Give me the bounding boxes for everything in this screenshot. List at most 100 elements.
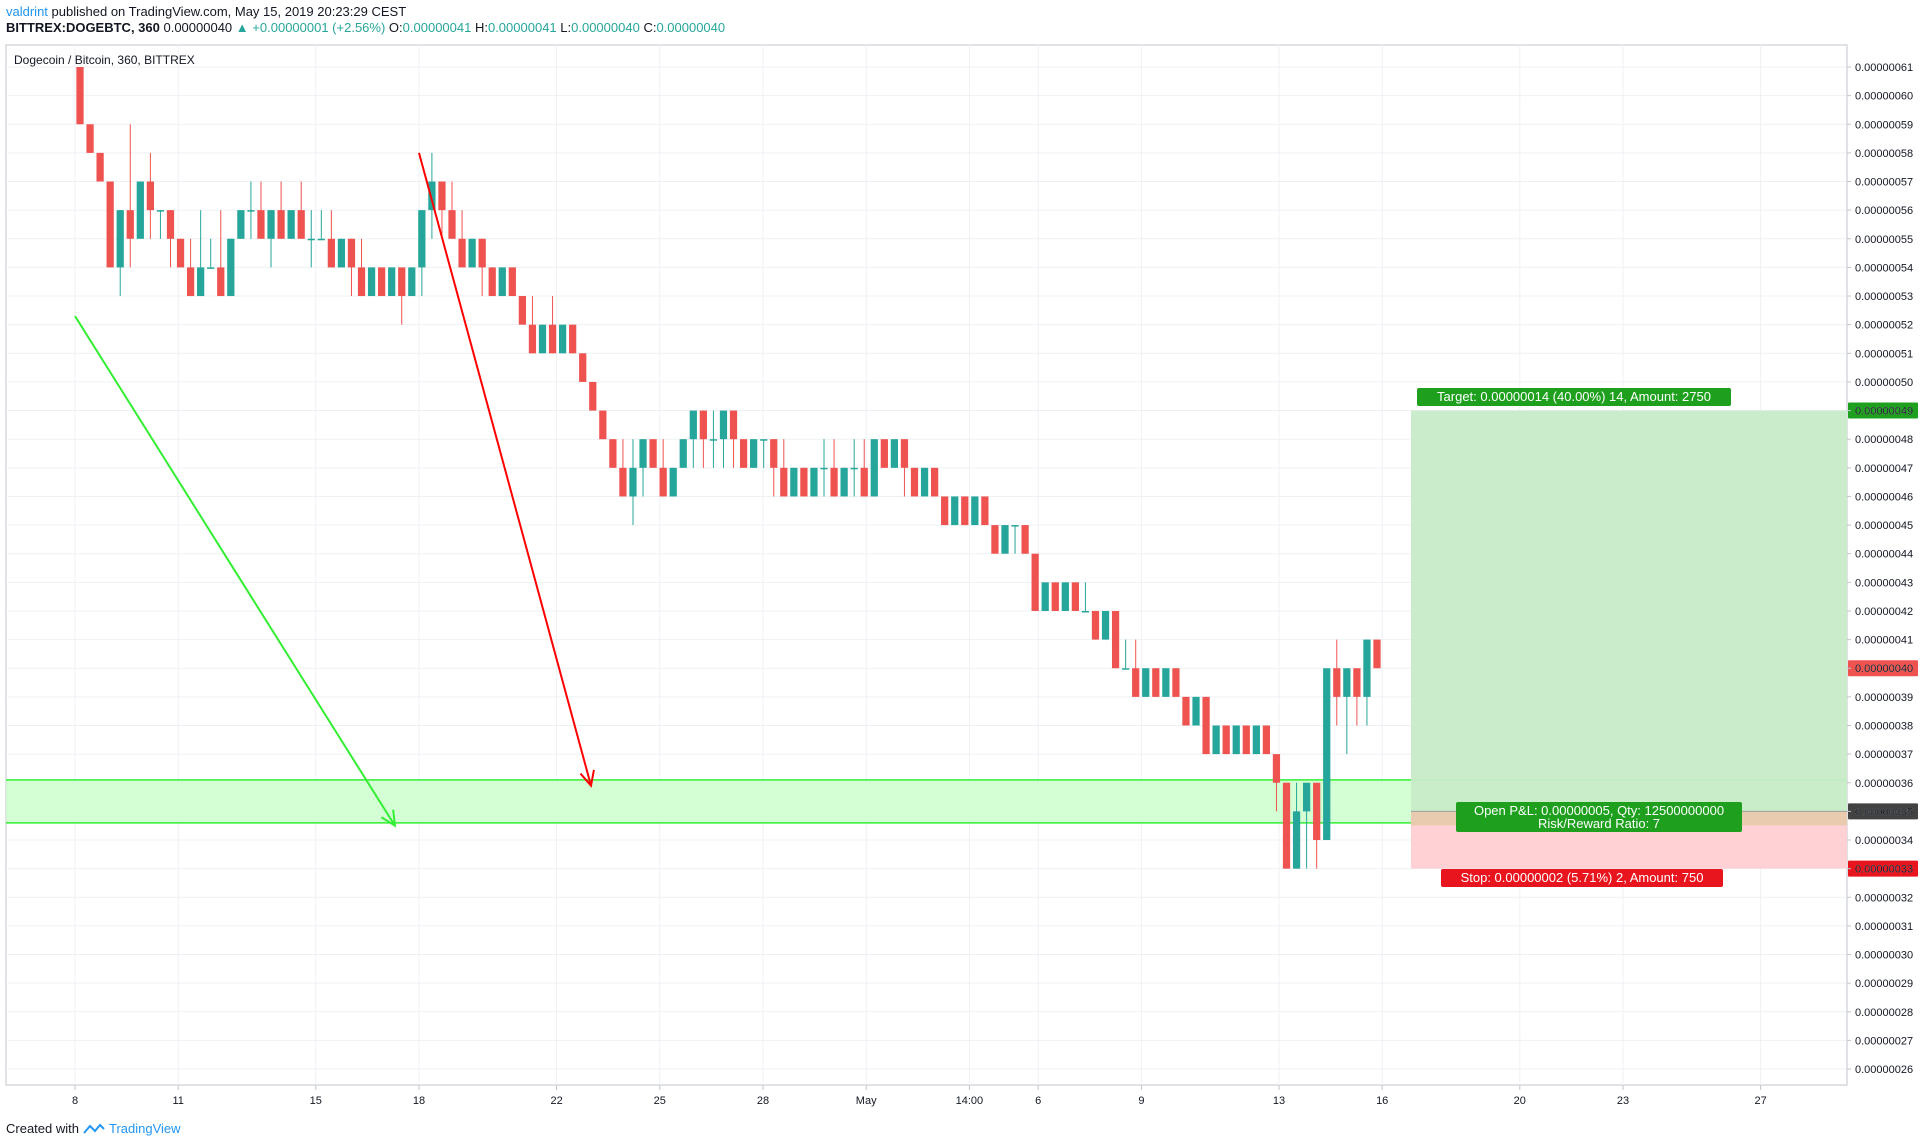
support-line-arrowhead xyxy=(380,809,397,828)
candle-down xyxy=(217,267,225,297)
time-tick-label: 27 xyxy=(1754,1095,1766,1107)
price-tag-last-label: 0.00000040 xyxy=(1855,663,1913,675)
candle-down xyxy=(739,439,748,468)
candle-up xyxy=(639,439,647,468)
pnl-label: Open P&L: 0.00000005, Qty: 12500000000 xyxy=(1474,803,1724,818)
price-tag-stop xyxy=(1848,860,1918,877)
candle-down xyxy=(1313,782,1321,841)
candle-up xyxy=(1162,668,1170,697)
candle-down xyxy=(146,181,154,211)
candle-up xyxy=(307,238,315,241)
candle-up xyxy=(1041,582,1049,611)
target-label: Target: 0.00000014 (40.00%) 14, Amount: … xyxy=(1437,389,1711,404)
candle-down xyxy=(729,410,738,440)
candle-down xyxy=(96,152,104,182)
price-tags: Target: 0.00000014 (40.00%) 14, Amount: … xyxy=(1417,388,1918,887)
candle-down xyxy=(277,210,285,239)
price-tick-label: 0.00000027 xyxy=(1855,1035,1913,1047)
candle-down xyxy=(860,467,868,497)
candle-down xyxy=(458,238,466,268)
candle-up xyxy=(820,467,828,470)
price-tick-label: 0.00000034 xyxy=(1855,835,1913,847)
candle-down xyxy=(1051,582,1059,611)
price-tick-label: 0.00000041 xyxy=(1855,635,1913,647)
candle-up xyxy=(890,439,899,468)
price-tag-stop-label: 0.00000033 xyxy=(1855,864,1913,876)
candle-down xyxy=(1071,582,1079,611)
price-tick-label: 0.00000050 xyxy=(1855,377,1913,389)
candle-down xyxy=(257,210,265,239)
price-tick-label: 0.00000060 xyxy=(1855,91,1913,103)
price-tick-label: 0.00000037 xyxy=(1855,749,1913,761)
low-value: 0.00000040 xyxy=(571,20,640,35)
price-tick-label: 0.00000038 xyxy=(1855,720,1913,732)
price-tick-label: 0.00000056 xyxy=(1855,205,1913,217)
candle-down xyxy=(176,238,185,268)
candle-up xyxy=(337,238,346,268)
candle-down xyxy=(579,353,587,382)
created-with-text: Created with xyxy=(6,1121,79,1136)
candle-down xyxy=(910,467,919,497)
price-tick-label: 0.00000033 xyxy=(1855,864,1913,876)
time-tick-label: 28 xyxy=(757,1095,769,1107)
candle-up xyxy=(1252,725,1260,755)
candle-up xyxy=(408,267,416,297)
candle-up xyxy=(679,439,687,468)
time-axis[interactable]: 8 11 15 18 22 25 28 May 14:00 6 9 13 16 20 23 27 xyxy=(72,1085,1767,1107)
candle-up xyxy=(418,210,426,268)
candle-down xyxy=(126,210,134,239)
price-tick-label: 0.00000036 xyxy=(1855,778,1913,790)
candle-down xyxy=(780,467,788,497)
price-tick-label: 0.00000043 xyxy=(1855,577,1913,589)
candle-up xyxy=(709,439,718,441)
close-label: C: xyxy=(643,20,657,35)
zones xyxy=(6,410,1847,869)
resistance-line[interactable] xyxy=(418,152,592,786)
price-tick-label: 0.00000058 xyxy=(1855,148,1913,160)
author-name[interactable]: valdrint xyxy=(6,4,48,19)
candle-up xyxy=(247,210,255,212)
time-tick-label: 16 xyxy=(1376,1095,1388,1107)
price-tick-label: 0.00000053 xyxy=(1855,291,1913,303)
open-value: 0.00000041 xyxy=(402,20,472,35)
target-zone xyxy=(1411,410,1847,812)
price-tick-label: 0.00000057 xyxy=(1855,177,1913,189)
price-axis[interactable]: 0.00000061 0.00000060 0.00000059 0.00000058… xyxy=(1847,62,1913,1076)
support-line[interactable] xyxy=(74,315,396,827)
candle-down xyxy=(880,439,888,468)
candle-down xyxy=(478,238,486,268)
candle-up xyxy=(920,467,929,497)
candle-down xyxy=(1132,668,1140,697)
candle-down xyxy=(599,410,607,440)
open-label: O: xyxy=(388,20,403,35)
time-tick-label: 15 xyxy=(310,1095,322,1107)
price-tick-label: 0.00000044 xyxy=(1855,549,1913,561)
candle-down xyxy=(106,181,114,268)
time-tick-label: 23 xyxy=(1617,1095,1629,1107)
price-tag-entry-label: 0.00000035 xyxy=(1855,806,1913,818)
candle-up xyxy=(750,439,758,468)
chart-header: valdrint published on TradingView.com, M… xyxy=(6,4,725,36)
tradingview-brand[interactable]: TradingView xyxy=(108,1121,181,1136)
candle-up xyxy=(1292,811,1301,869)
trend-lines[interactable] xyxy=(74,152,595,828)
candle-up xyxy=(719,410,728,440)
candle-down xyxy=(1021,525,1029,554)
candle-up xyxy=(267,210,275,239)
target-label-box xyxy=(1417,388,1731,406)
price-tick-label: 0.00000052 xyxy=(1855,320,1913,332)
time-tick-label: 6 xyxy=(1035,1095,1041,1107)
price-tick-label: 0.00000040 xyxy=(1855,663,1913,675)
candle-up xyxy=(1303,782,1311,812)
pnl-label-box xyxy=(1456,802,1742,832)
symbol-label: BITTREX:DOGEBTC, 360 xyxy=(6,20,160,35)
pnl-label-line2: Risk/Reward Ratio: 7 xyxy=(1538,816,1660,831)
candle-down xyxy=(378,267,386,297)
candle-down xyxy=(1353,668,1361,697)
published-text: published on TradingView.com, May 15, 20… xyxy=(51,4,407,19)
candle-down xyxy=(448,210,456,239)
candle-down xyxy=(528,324,537,354)
stop-label: Stop: 0.00000002 (5.71%) 2, Amount: 750 xyxy=(1461,870,1704,885)
candle-up xyxy=(197,267,205,297)
